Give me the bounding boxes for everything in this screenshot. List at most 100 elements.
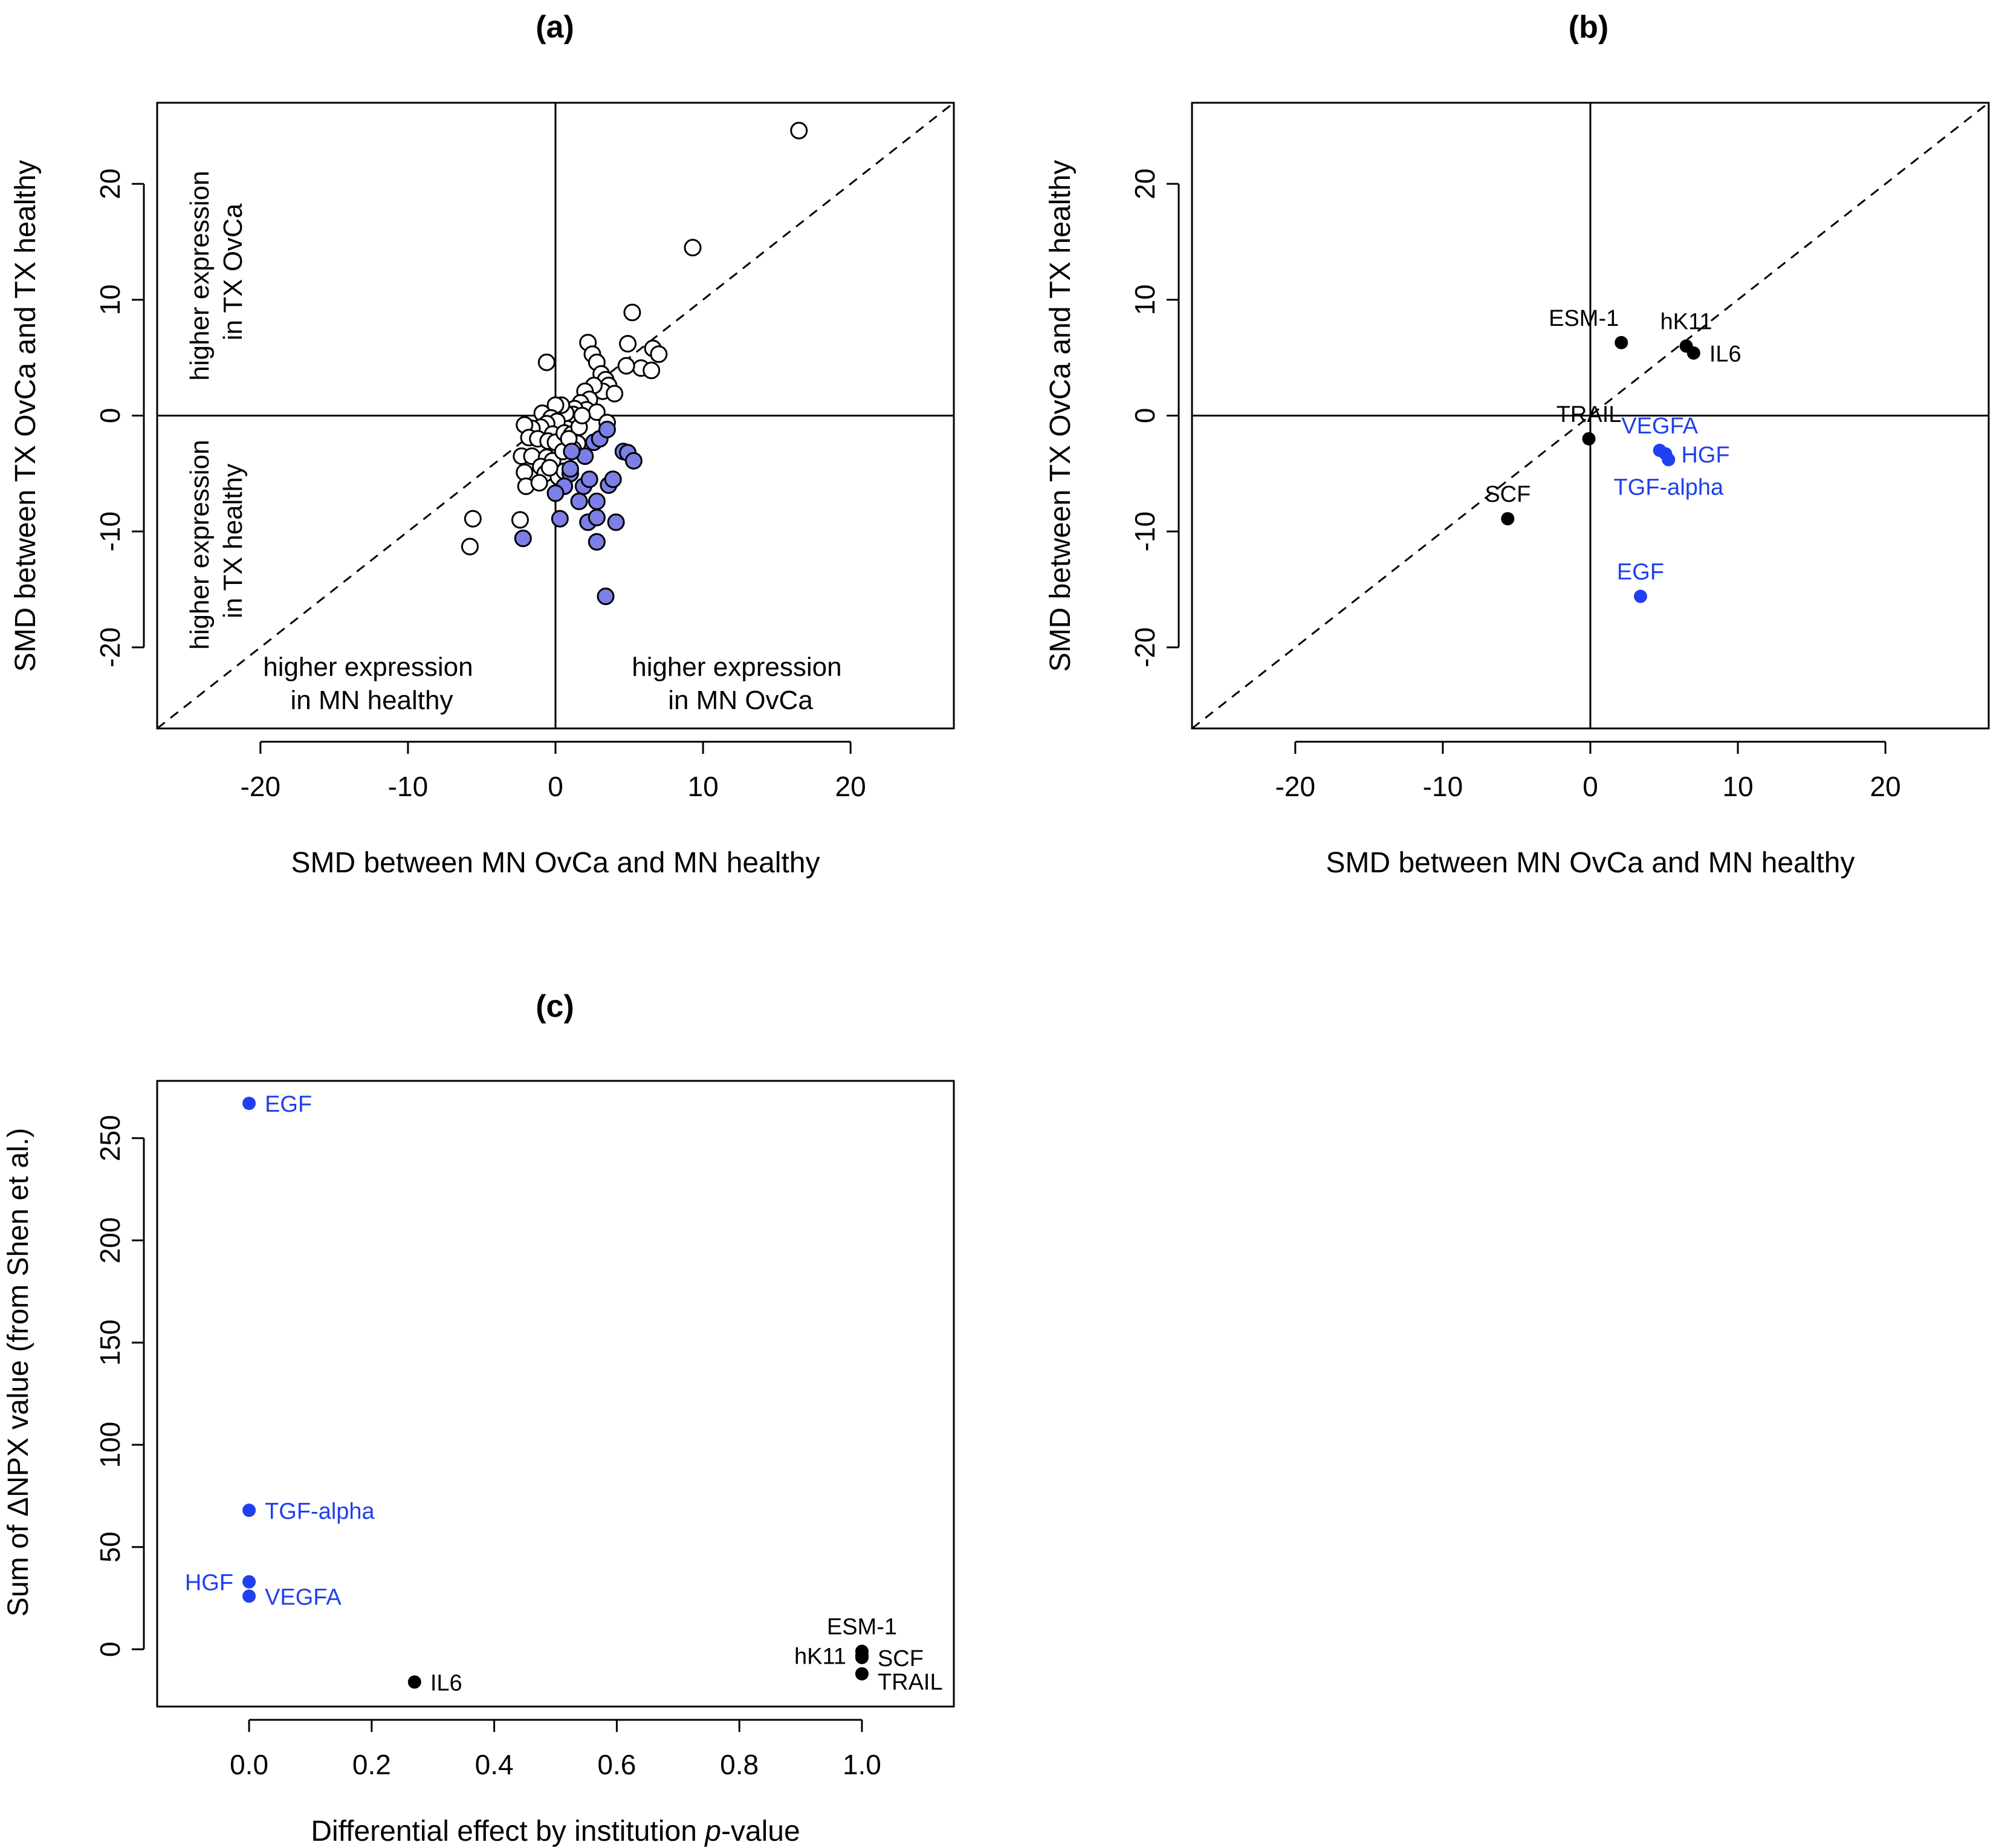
panel-a-point-blue [624,452,643,470]
quadrant-label-bottom-right-line2: in MN OvCa [668,686,813,715]
panel-a-point-blue [588,492,606,510]
panel-c-point-label: HGF [185,1571,233,1596]
b-y-tick-label: 10 [1129,284,1161,315]
panel-b-point [1662,453,1676,467]
panel-a-points [461,122,808,605]
b-y-tick-label: 0 [1129,408,1161,424]
panel-a-x-label: SMD between MN OvCa and MN healthy [291,847,820,879]
panel-b-point [1615,336,1628,349]
panel-b-point-label: VEGFA [1621,413,1698,439]
panel-c-point-label: IL6 [430,1670,462,1696]
panel-a-point-open [643,361,661,380]
quadrant-label-upper-left-line2: in TX OvCa [218,203,248,340]
c-x-tick-label: 0.6 [597,1749,636,1780]
panel-c-title: (c) [536,989,574,1024]
panel-a-point-blue [588,533,606,551]
b-x-tick-label: -20 [1275,771,1315,802]
panel-b-points: ESM-1 hK11 IL6 TRAIL VEGFA HGF TGF-alpha SCF EGF [1485,306,1741,603]
panel-a-point-open [530,474,548,492]
c-y-tick-label: 250 [94,1115,126,1161]
panel-a-point-open [464,510,482,528]
panel-a-point-open [606,384,624,403]
panel-a-x-axis: -20 -10 0 10 20 [241,741,866,802]
panel-c: (c) EGF TGF-alpha HGF VEGFA IL6 ESM-1 hK11 SCFT… [2,989,955,1847]
panel-a-point-blue [514,530,532,548]
panel-a-point-blue [551,510,569,528]
panel-b-x-axis: -20 -10 0 10 20 [1275,741,1901,802]
panel-a-point-blue [588,508,606,527]
panel-c-point [242,1503,256,1517]
panel-a-point-open [650,345,668,363]
panel-c-point-label: hK11 [794,1644,846,1669]
panel-b-point-label: SCF [1485,482,1530,507]
panel-a-point-open [619,335,637,353]
panel-b-reference-lines [1191,102,1989,730]
c-y-tick-label: 100 [94,1422,126,1468]
c-y-tick-label: 0 [94,1641,126,1657]
c-x-tick-label: 0.2 [352,1749,391,1780]
panel-c-point-label: TGF-alpha [265,1499,375,1524]
panel-b-y-axis: -20 -10 0 10 20 [1129,169,1180,667]
panel-c-x-label: Differential effect by institution p-val… [311,1815,800,1847]
c-y-tick-label: 150 [94,1320,126,1366]
panel-b-point-label: EGF [1617,560,1664,585]
panel-c-point [855,1650,869,1664]
panel-c-plot-frame [156,1080,955,1708]
panel-c-x-label-part3: -value [721,1815,800,1847]
a-y-tick-label: -10 [94,511,126,551]
panel-b-y-label: SMD between TX OvCa and TX healthy [1045,160,1077,672]
panel-c-point-label: SCF [878,1646,924,1671]
panel-a-point-blue [580,470,598,488]
quadrant-label-upper-left: higher expression in TX OvCa [185,163,248,381]
panel-a-point-blue [597,588,615,605]
quadrant-label-lower-left-line1: higher expression [185,439,215,649]
quadrant-label-bottom-left-line1: higher expression [263,652,473,682]
c-y-tick-label: 50 [94,1532,126,1563]
panel-b-title: (b) [1569,10,1608,45]
panel-a-title: (a) [536,10,574,45]
panel-c-y-label: Sum of ΔNPX value (from Shen et al.) [2,1128,34,1616]
b-x-tick-label: -10 [1423,771,1463,802]
panel-b-point [1501,512,1515,526]
quadrant-label-lower-left: higher expression in TX healthy [185,432,248,650]
panel-a-point-open [537,353,556,371]
panel-b-x-label: SMD between MN OvCa and MN healthy [1326,847,1854,879]
c-x-tick-label: 0.4 [475,1749,514,1780]
panel-a-point-blue [563,443,581,461]
quadrant-label-lower-left-line2: in TX healthy [218,464,248,618]
c-y-tick-label: 200 [94,1217,126,1263]
panel-c-y-axis: 0 50 100 150 200 250 [94,1115,145,1657]
panel-c-point [855,1667,869,1681]
panel-b-point-label: HGF [1681,443,1729,468]
panel-c-point-label: EGF [265,1092,312,1117]
panel-a-y-label: SMD between TX OvCa and TX healthy [10,160,42,672]
panel-a-point-blue [561,460,579,478]
panel-c-point [242,1575,256,1589]
a-x-tick-label: 0 [548,771,563,802]
panel-a-y-axis: -20 -10 0 10 20 [94,169,145,667]
panel-c-x-label-p: p [704,1815,721,1847]
panel-b: (b) ESM-1 hK11 IL6 TRAIL VEGFA HGF TGF-alpha SC… [1045,10,1990,879]
a-x-tick-label: 20 [835,771,866,802]
panel-b-point-label: hK11 [1660,310,1712,335]
a-y-tick-label: -20 [94,627,126,667]
c-x-tick-label: 0.0 [230,1749,268,1780]
panel-a-point-blue [607,513,625,531]
panel-b-point-label: TRAIL [1556,402,1622,427]
panel-a-point-open [540,459,559,477]
b-x-tick-label: 0 [1582,771,1598,802]
quadrant-label-bottom-right-line1: higher expression [632,652,841,682]
panel-c-x-axis: 0.0 0.2 0.4 0.6 0.8 1.0 [230,1719,881,1780]
panel-a-point-open [511,511,529,529]
b-y-tick-label: 20 [1129,169,1161,199]
panel-a-point-blue [598,421,616,438]
panel-c-x-label-part1: Differential effect by institution [311,1815,705,1847]
a-x-tick-label: -20 [241,771,280,802]
panel-c-point [242,1589,256,1603]
panel-a-point-blue [604,470,622,488]
quadrant-label-upper-left-line1: higher expression [185,170,215,380]
panel-a-point-open [790,122,808,140]
a-x-tick-label: -10 [388,771,428,802]
